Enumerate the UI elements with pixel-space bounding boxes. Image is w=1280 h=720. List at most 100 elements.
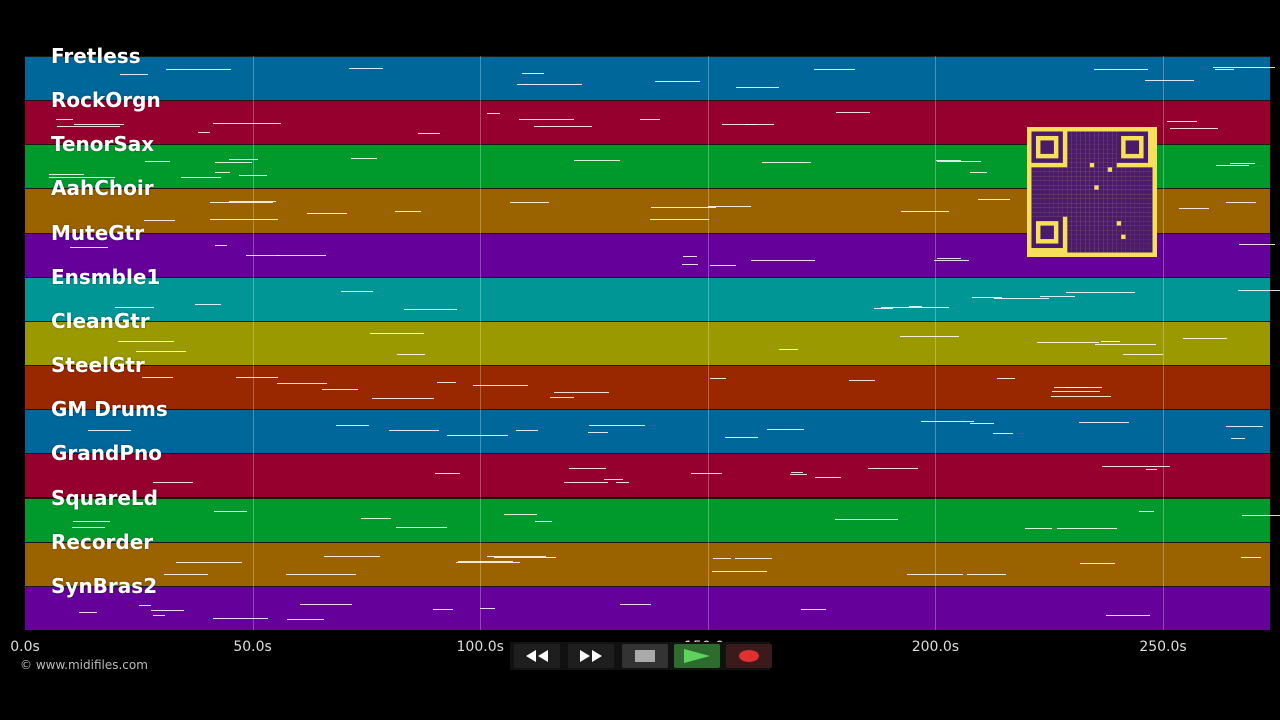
note-mark (214, 161, 252, 163)
time-tick-label: 200.0s (911, 639, 960, 655)
note-mark (49, 177, 115, 179)
record-button[interactable] (726, 644, 772, 668)
track-label: CleanGtr (51, 308, 150, 333)
note-mark (535, 520, 552, 522)
note-mark (493, 557, 557, 559)
note-mark (458, 560, 514, 562)
note-mark (510, 201, 549, 203)
play-button[interactable] (674, 644, 720, 668)
note-mark (479, 608, 496, 610)
time-tick-label: 100.0s (456, 639, 504, 655)
record-icon (739, 650, 759, 662)
note-mark (404, 309, 458, 310)
note-mark (713, 557, 731, 559)
note-mark (71, 526, 106, 528)
note-mark (153, 482, 193, 484)
note-mark (1214, 68, 1234, 70)
note-mark (970, 422, 995, 424)
note-mark (1242, 514, 1280, 516)
note-mark (435, 472, 461, 474)
note-mark (285, 573, 356, 575)
track-label: AahChoir (51, 176, 154, 201)
note-mark (849, 379, 875, 381)
note-mark (516, 84, 582, 86)
note-mark (1167, 120, 1197, 122)
note-mark (936, 257, 961, 259)
note-mark (534, 125, 593, 127)
note-mark (487, 112, 500, 114)
note-mark (1054, 386, 1088, 388)
note-mark (1216, 165, 1250, 167)
note-mark (711, 570, 768, 572)
note-mark (437, 381, 457, 383)
note-mark (446, 434, 509, 436)
note-mark (515, 430, 539, 432)
note-mark (210, 202, 273, 204)
note-mark (87, 430, 131, 432)
note-mark (800, 608, 827, 610)
stop-button[interactable] (622, 644, 668, 668)
note-mark (744, 124, 774, 126)
note-mark (56, 119, 73, 121)
play-icon (684, 649, 710, 663)
note-mark (574, 159, 621, 161)
stop-icon (635, 650, 655, 662)
note-mark (1080, 563, 1115, 565)
note-mark (969, 172, 987, 174)
grid-line (480, 56, 482, 630)
note-mark (900, 335, 960, 337)
note-mark (165, 68, 231, 70)
note-mark (1213, 67, 1276, 69)
note-mark (972, 297, 1002, 299)
note-mark (210, 219, 278, 221)
note-mark (79, 612, 98, 614)
note-mark (1079, 422, 1130, 424)
note-mark (276, 382, 327, 384)
note-mark (214, 510, 248, 512)
transport-bar (510, 642, 772, 670)
track-label: GrandPno (51, 441, 162, 466)
note-mark (615, 482, 629, 484)
track-lane (25, 541, 1270, 586)
note-mark (1056, 527, 1118, 529)
note-mark (1123, 353, 1163, 355)
note-mark (568, 468, 606, 470)
note-mark (306, 213, 348, 215)
note-mark (587, 432, 609, 434)
note-mark (238, 174, 268, 176)
note-mark (762, 162, 812, 164)
note-mark (724, 437, 758, 439)
track-lane (25, 585, 1270, 630)
note-mark (766, 429, 805, 431)
track-lane (25, 320, 1270, 366)
note-mark (324, 555, 381, 557)
note-mark (588, 424, 645, 426)
note-mark (163, 573, 209, 575)
note-mark (1230, 438, 1246, 439)
time-tick-label: 250.0s (1139, 639, 1187, 655)
note-mark (867, 468, 918, 470)
note-mark (396, 527, 447, 529)
note-mark (228, 159, 259, 161)
note-mark (1037, 341, 1099, 343)
fast-forward-button[interactable] (568, 644, 614, 668)
note-mark (722, 124, 757, 126)
note-mark (73, 123, 125, 125)
note-mark (709, 264, 736, 266)
note-mark (778, 349, 799, 351)
note-mark (181, 176, 221, 178)
note-mark (143, 219, 176, 221)
rewind-button[interactable] (514, 644, 560, 668)
note-mark (72, 520, 111, 522)
note-mark (1226, 425, 1263, 427)
note-mark (215, 244, 227, 246)
note-mark (813, 69, 855, 71)
note-mark (978, 199, 1011, 201)
note-mark (651, 207, 717, 209)
track-lane (25, 453, 1270, 498)
note-mark (114, 307, 154, 309)
track-label: GM Drums (51, 397, 168, 422)
track-lane (25, 409, 1270, 454)
note-mark (153, 615, 166, 617)
note-mark (967, 573, 1006, 575)
